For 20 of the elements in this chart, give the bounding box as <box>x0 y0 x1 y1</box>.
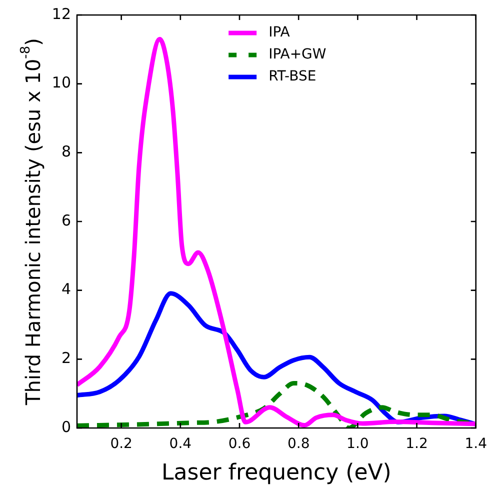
x-tick-label: 1.4 <box>464 436 488 452</box>
x-tick-label: 1.2 <box>406 436 428 452</box>
y-tick-label: 6 <box>61 211 71 230</box>
y-tick-label: 0 <box>61 418 71 436</box>
x-tick-label: 0.2 <box>110 436 132 452</box>
x-tick-label: 0.8 <box>287 436 310 452</box>
y-tick-label: 10 <box>52 74 71 92</box>
x-tick-label: 0.6 <box>228 436 251 452</box>
y-tick-label: 12 <box>52 4 71 23</box>
y-axis-title: Third Harmonic intensity (esu x 10-8) <box>18 38 46 406</box>
x-tick-label: 1.0 <box>346 436 369 452</box>
x-axis-title: Laser frequency (eV) <box>162 460 392 486</box>
x-tick-label: 0.4 <box>169 436 192 452</box>
legend-label: IPA+GW <box>268 46 326 63</box>
y-tick-label: 8 <box>61 142 71 161</box>
legend-label: IPA <box>268 24 290 41</box>
line-series <box>77 36 476 428</box>
y-tick-label: 4 <box>61 280 71 298</box>
y-tick-label: 2 <box>61 349 71 368</box>
legend-label: RT-BSE <box>268 68 316 85</box>
